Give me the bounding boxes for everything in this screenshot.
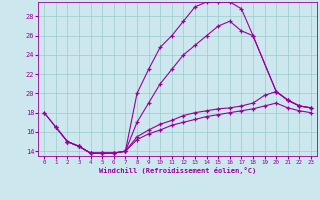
X-axis label: Windchill (Refroidissement éolien,°C): Windchill (Refroidissement éolien,°C): [99, 167, 256, 174]
